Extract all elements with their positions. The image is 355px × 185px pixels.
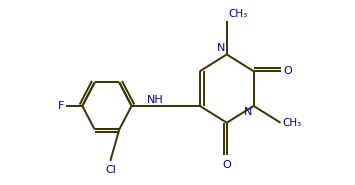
Text: N: N <box>244 107 252 117</box>
Text: CH₃: CH₃ <box>228 9 247 19</box>
Text: O: O <box>222 160 231 170</box>
Text: NH: NH <box>147 95 164 105</box>
Text: F: F <box>58 101 64 111</box>
Text: CH₃: CH₃ <box>283 118 302 128</box>
Text: N: N <box>217 43 226 53</box>
Text: O: O <box>284 66 293 76</box>
Text: Cl: Cl <box>105 165 116 175</box>
